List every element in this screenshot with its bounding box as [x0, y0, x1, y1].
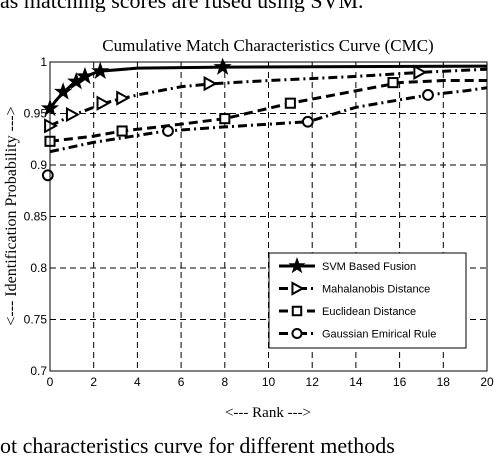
legend-swatch-marker [291, 327, 303, 340]
series-3-point [422, 89, 434, 101]
series-3-point [301, 115, 314, 128]
y-tick-label: 0.75 [24, 313, 48, 327]
y-tick-label: 0.7 [30, 364, 47, 378]
footer-text: ot characteristics curve for different m… [0, 433, 395, 457]
legend-label: Gaussian Emirical Rule [322, 329, 436, 341]
footer-text-fragment: ot characteristics curve for different m… [0, 433, 494, 457]
series-1-point [96, 95, 111, 111]
series-lines [50, 64, 487, 154]
y-axis-label: <--- Identification Probability ---> [3, 106, 20, 325]
series-2-point [116, 125, 128, 137]
y-tick-label: 0.85 [24, 210, 48, 224]
y-tick-label: 0.9 [30, 158, 47, 172]
legend-swatch-marker [291, 305, 303, 317]
legend-label: SVM Based Fusion [322, 261, 416, 273]
y-tick-label: 0.8 [30, 261, 47, 275]
x-tick-label: 14 [349, 375, 363, 389]
legend-swatch-marker [288, 256, 306, 274]
series-2-point [219, 113, 231, 125]
y-tick-label: 1 [40, 55, 47, 69]
x-tick-label: 10 [262, 375, 276, 389]
x-tick-label: 2 [90, 375, 97, 389]
x-tick-label: 8 [221, 375, 228, 389]
series-markers [40, 57, 434, 182]
legend: SVM Based Fusion Mahalanobis Distance Eucl… [268, 252, 467, 349]
x-tick-label: 18 [437, 375, 451, 389]
series-0-point [91, 61, 110, 80]
x-tick-label: 0 [47, 375, 54, 389]
series-1-point [203, 75, 218, 92]
x-axis-label: <--- Rank ---> [225, 405, 311, 421]
series-2-point [284, 97, 296, 109]
series-0-point [213, 57, 232, 75]
series-2-point [387, 77, 399, 89]
header-text: as matching scores are fused using SVM. [0, 0, 364, 12]
y-tick-label: 0.95 [24, 107, 48, 121]
series-1-point [413, 64, 428, 80]
y-tick-labels: 0.7 0.75 0.8 0.85 0.9 0.95 1 [24, 55, 48, 378]
chart-title: Cumulative Match Characteristics Curve (… [102, 36, 433, 55]
plot-frame [49, 61, 488, 372]
legend-label: Mahalanobis Distance [322, 284, 430, 296]
series-0-point [75, 66, 95, 85]
series-3-point [162, 125, 174, 137]
series-1-point [65, 106, 80, 123]
x-tick-labels: 0 2 4 6 8 10 12 14 16 18 20 [47, 375, 494, 389]
x-tick-label: 20 [480, 375, 494, 389]
series-0-point [54, 82, 73, 100]
series-1-point [44, 118, 59, 134]
header-text-fragment: as matching scores are fused using SVM. [0, 0, 494, 12]
series-1-point [116, 90, 131, 106]
x-tick-label: 16 [393, 375, 407, 389]
x-tick-label: 6 [178, 375, 185, 389]
legend-swatch-marker [291, 281, 305, 296]
legend-label: Euclidean Distance [322, 306, 416, 318]
x-tick-label: 4 [134, 375, 141, 389]
series-3-point [41, 169, 54, 182]
x-tick-label: 12 [306, 375, 320, 389]
